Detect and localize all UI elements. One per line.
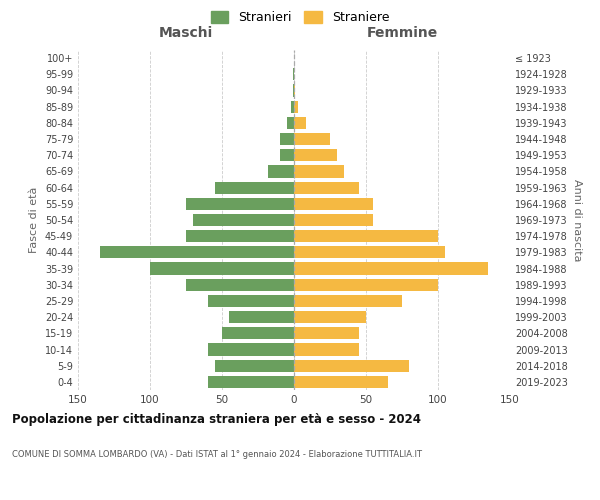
Bar — [208, 295, 294, 307]
Bar — [293, 84, 294, 96]
Bar — [268, 166, 294, 177]
Bar — [186, 230, 294, 242]
Bar — [294, 84, 295, 96]
Text: Popolazione per cittadinanza straniera per età e sesso - 2024: Popolazione per cittadinanza straniera p… — [12, 412, 421, 426]
Bar — [294, 311, 366, 323]
Bar — [100, 246, 294, 258]
Bar — [193, 214, 294, 226]
Bar — [229, 311, 294, 323]
Bar — [208, 376, 294, 388]
Bar — [294, 328, 359, 340]
Bar — [294, 278, 438, 291]
Text: Femmine: Femmine — [367, 26, 437, 40]
Bar — [215, 182, 294, 194]
Bar — [287, 117, 294, 129]
Bar — [215, 360, 294, 372]
Bar — [294, 246, 445, 258]
Bar — [294, 214, 373, 226]
Y-axis label: Anni di nascita: Anni di nascita — [572, 179, 581, 261]
Bar — [222, 328, 294, 340]
Text: COMUNE DI SOMMA LOMBARDO (VA) - Dati ISTAT al 1° gennaio 2024 - Elaborazione TUT: COMUNE DI SOMMA LOMBARDO (VA) - Dati IST… — [12, 450, 422, 459]
Bar — [208, 344, 294, 355]
Bar — [294, 262, 488, 274]
Legend: Stranieri, Straniere: Stranieri, Straniere — [206, 6, 394, 29]
Bar — [294, 133, 330, 145]
Bar — [294, 100, 298, 112]
Bar — [294, 198, 373, 210]
Bar — [280, 149, 294, 162]
Bar — [294, 344, 359, 355]
Bar — [294, 182, 359, 194]
Y-axis label: Fasce di età: Fasce di età — [29, 187, 39, 253]
Text: Maschi: Maschi — [159, 26, 213, 40]
Bar — [294, 166, 344, 177]
Bar — [186, 278, 294, 291]
Bar — [280, 133, 294, 145]
Bar — [294, 117, 305, 129]
Bar — [293, 68, 294, 80]
Bar — [291, 100, 294, 112]
Bar — [294, 360, 409, 372]
Bar — [294, 295, 402, 307]
Bar — [186, 198, 294, 210]
Bar — [294, 149, 337, 162]
Bar — [294, 376, 388, 388]
Bar — [294, 230, 438, 242]
Bar — [150, 262, 294, 274]
